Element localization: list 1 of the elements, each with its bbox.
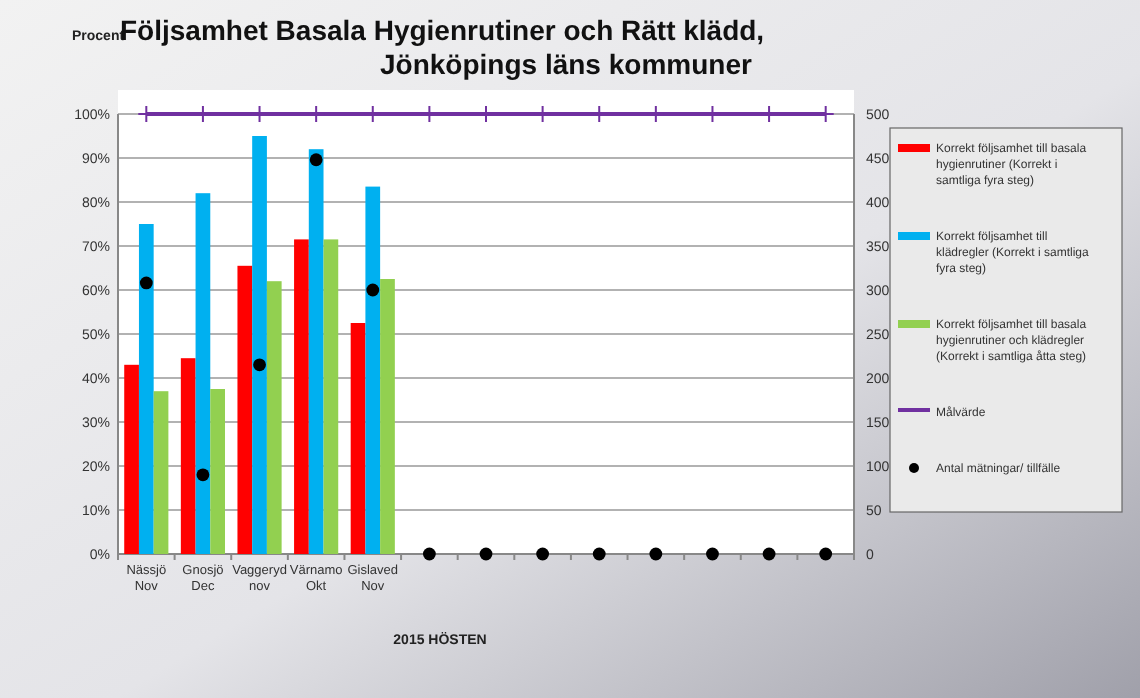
chart-title: Följsamhet Basala Hygienrutiner och Rätt klädd, Jönköpings läns kommuner [120, 14, 765, 80]
